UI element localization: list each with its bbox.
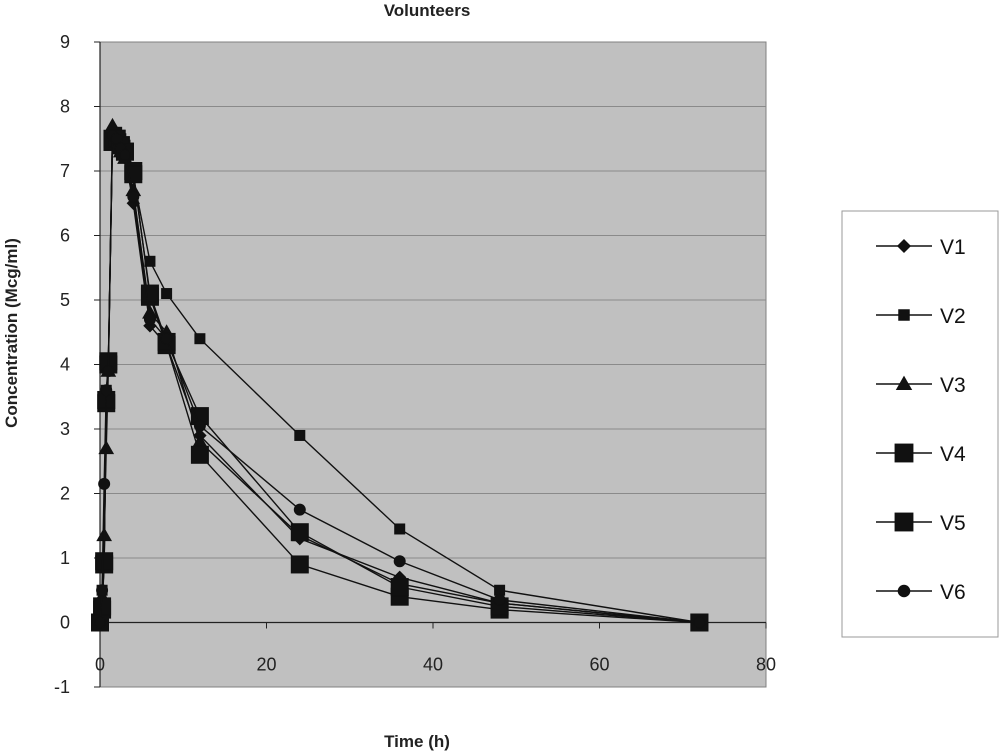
data-point-v2 xyxy=(194,333,206,345)
legend-label: V4 xyxy=(940,443,966,466)
y-tick-label: -1 xyxy=(54,677,70,697)
legend-marker xyxy=(895,375,913,391)
data-point-v5 xyxy=(140,284,159,303)
data-point-v6 xyxy=(293,503,306,516)
data-point-v5 xyxy=(390,578,409,597)
data-point-v6 xyxy=(193,419,206,432)
x-tick-label: 40 xyxy=(423,655,443,675)
data-point-v5 xyxy=(290,523,309,542)
legend-item-v5: V5 xyxy=(876,512,966,535)
legend-label: V5 xyxy=(940,512,966,535)
legend-marker xyxy=(896,238,912,254)
data-point-v6 xyxy=(127,190,140,203)
x-tick-label: 60 xyxy=(589,655,609,675)
data-point-v6 xyxy=(96,584,109,597)
legend-item-v4: V4 xyxy=(876,443,966,466)
x-axis-label: Time (h) xyxy=(384,732,450,751)
x-tick-label: 0 xyxy=(95,655,105,675)
series-group xyxy=(91,117,709,632)
legend-marker xyxy=(898,309,910,321)
legend-item-v1: V1 xyxy=(876,236,966,259)
chart-title: Volunteers xyxy=(384,1,471,20)
data-point-v2 xyxy=(161,288,173,300)
y-tick-label: 6 xyxy=(60,226,70,246)
y-tick-label: 7 xyxy=(60,161,70,181)
legend-label: V1 xyxy=(940,236,966,259)
y-tick-label: 3 xyxy=(60,419,70,439)
legend-marker xyxy=(897,584,911,598)
data-point-v4 xyxy=(190,445,209,464)
data-point-v6 xyxy=(160,332,173,345)
y-axis-label: Concentration (Mcg/ml) xyxy=(2,238,21,428)
x-tick-label: 20 xyxy=(256,655,276,675)
data-point-v6 xyxy=(94,616,106,629)
x-axis-ticks: 0 20 40 60 80 xyxy=(95,622,776,675)
data-point-v6 xyxy=(143,313,156,326)
data-point-v2 xyxy=(494,584,506,596)
legend-label: V3 xyxy=(940,374,966,397)
legend-item-v6: V6 xyxy=(876,581,966,604)
legend-item-v2: V2 xyxy=(876,305,966,328)
y-tick-label: 0 xyxy=(60,613,70,633)
y-tick-label: 8 xyxy=(60,97,70,117)
legend-label: V6 xyxy=(940,581,966,604)
data-point-v2 xyxy=(394,523,406,535)
legend-marker xyxy=(894,443,914,463)
y-tick-label: 4 xyxy=(60,355,70,375)
data-point-v6 xyxy=(98,477,111,490)
legend-box xyxy=(841,210,999,638)
data-point-v6 xyxy=(102,364,115,377)
legend: V1 V2 V3 V4 V5 V6 xyxy=(841,210,999,638)
data-point-v6 xyxy=(393,555,406,568)
y-tick-label: 9 xyxy=(60,32,70,52)
legend-label: V2 xyxy=(940,305,966,328)
data-point-v6 xyxy=(693,616,706,629)
y-tick-label: 1 xyxy=(60,548,70,568)
data-point-v4 xyxy=(290,555,309,574)
data-point-v5 xyxy=(95,552,114,571)
series-v6 xyxy=(94,129,706,629)
x-tick-label: 80 xyxy=(756,655,776,675)
data-point-v6 xyxy=(118,148,131,161)
y-axis-ticks: -1 0 1 2 3 4 5 6 7 8 9 xyxy=(54,32,100,697)
y-tick-label: 5 xyxy=(60,290,70,310)
y-tick-label: 2 xyxy=(60,484,70,504)
legend-marker xyxy=(894,512,914,532)
data-point-v6 xyxy=(100,384,113,397)
data-point-v6 xyxy=(493,593,506,606)
data-point-v2 xyxy=(294,429,306,441)
legend-item-v3: V3 xyxy=(876,374,966,397)
